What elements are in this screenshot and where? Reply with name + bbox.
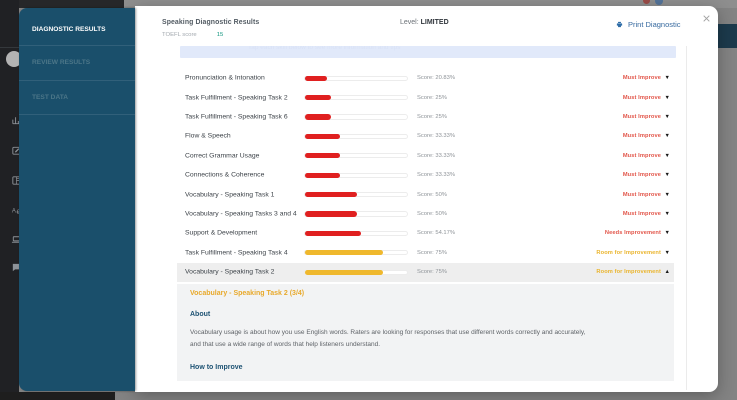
svg-text:€: € (17, 210, 21, 216)
svg-text:A: A (12, 208, 16, 214)
